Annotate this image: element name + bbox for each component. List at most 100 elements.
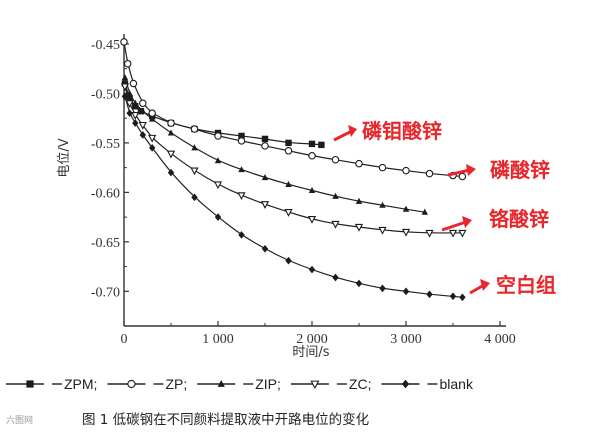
series-zc <box>120 83 467 238</box>
legend-marker-zip <box>217 380 225 387</box>
data-point-zc <box>307 215 317 224</box>
annotation-arrow-zpm <box>333 129 353 142</box>
data-point-blank <box>191 193 198 202</box>
y-tick-label: -0.65 <box>91 236 120 251</box>
annotation-label-blank: 空白组 <box>496 273 556 297</box>
data-point-zp <box>148 109 156 117</box>
legend-marker-zc <box>310 380 320 390</box>
annotation-zpm: 磷钼酸锌 <box>333 119 442 143</box>
annotation-arrow-blank <box>469 283 485 295</box>
data-point-zc <box>131 112 140 120</box>
legend-marker-blank <box>401 379 410 389</box>
legend-item-zp: ZP; <box>107 376 187 392</box>
annotation-arrowhead-zp <box>466 164 476 176</box>
data-point-zip <box>191 144 198 151</box>
data-point-zc <box>213 181 223 190</box>
annotation-arrow-zc <box>441 220 467 232</box>
series-layer <box>120 38 467 302</box>
data-point-zp <box>214 132 222 140</box>
series-line-zip <box>124 77 425 213</box>
data-point-blank <box>149 143 156 152</box>
data-point-blank <box>402 287 410 296</box>
legend-marker-zpm <box>26 380 34 388</box>
data-point-zc <box>401 228 411 237</box>
x-tick-label: 1 000 <box>202 332 234 347</box>
data-point-zp <box>284 147 293 155</box>
data-point-zc <box>120 83 130 92</box>
series-blank <box>121 92 466 302</box>
data-point-blank <box>132 119 139 127</box>
data-point-blank <box>121 92 129 101</box>
x-tick-label: 2 000 <box>296 332 328 347</box>
data-point-zc <box>448 229 458 238</box>
data-point-zpm <box>126 95 133 102</box>
y-tick-label: -0.55 <box>91 137 120 152</box>
data-point-zp <box>425 169 434 178</box>
watermark: 六图网 <box>6 414 33 426</box>
data-point-zip <box>332 192 339 199</box>
data-point-zc <box>190 167 199 176</box>
data-point-zip <box>261 174 269 181</box>
data-point-zip <box>285 180 292 188</box>
data-point-zpm <box>318 141 325 149</box>
data-point-zip <box>402 205 410 212</box>
data-point-zc <box>125 100 134 108</box>
data-point-zc <box>138 121 147 130</box>
axis-ticks: 0 1 000 2 000 3 000 4 000 -0.45 -0.50 -0.55 -0.6… <box>91 38 516 347</box>
annotation-blank: 空白组 <box>469 273 556 297</box>
data-point-zc <box>237 192 246 201</box>
data-point-zip <box>355 197 363 204</box>
annotation-label-zpm: 磷钼酸锌 <box>362 119 442 143</box>
data-point-zip <box>167 129 175 136</box>
legend-item-zpm: ZPM; <box>6 376 97 392</box>
data-point-zc <box>354 223 364 232</box>
data-point-zip <box>308 186 316 193</box>
y-tick-label: -0.60 <box>91 186 120 201</box>
series-line-zc <box>124 86 463 234</box>
legend-label-zp: ZP; <box>165 376 187 392</box>
data-point-zc <box>458 229 467 238</box>
data-point-blank <box>214 213 222 221</box>
data-point-blank <box>355 279 363 288</box>
data-point-zp <box>261 142 269 150</box>
chart-legend: ZPM; ZP; ZIP; ZC; blank <box>6 376 474 392</box>
y-tick-label: -0.50 <box>91 87 120 102</box>
data-point-blank <box>449 292 457 301</box>
data-point-zc <box>378 226 387 235</box>
data-point-zip <box>139 107 146 114</box>
data-point-blank <box>261 244 269 253</box>
data-point-zip <box>126 89 133 96</box>
data-point-zip <box>149 115 156 122</box>
data-point-zp <box>331 155 340 164</box>
legend-item-zc: ZC; <box>290 376 372 392</box>
y-tick-label: -0.45 <box>91 38 120 53</box>
annotation-arrow-zp <box>447 168 471 177</box>
x-tick-label: 3 000 <box>390 332 422 347</box>
data-point-zp <box>308 151 316 160</box>
data-point-blank <box>332 273 339 282</box>
data-point-zpm <box>238 132 245 140</box>
annotation-label-zp: 磷酸锌 <box>490 158 550 182</box>
data-point-zp <box>458 172 467 181</box>
data-point-zp <box>402 166 410 175</box>
data-point-blank <box>308 265 316 274</box>
legend-item-blank: blank <box>381 376 474 392</box>
annotation-zp: 磷酸锌 <box>447 158 550 182</box>
annotation-zc: 铬酸锌 <box>441 207 549 232</box>
data-point-zpm <box>137 108 145 115</box>
data-point-zip <box>132 99 139 106</box>
data-point-blank <box>459 293 466 302</box>
series-line-zp <box>123 41 463 178</box>
x-tick-label: 0 <box>121 332 128 347</box>
data-point-zp <box>378 163 387 172</box>
legend-label-zc: ZC; <box>349 376 372 392</box>
x-axis-title: 时间/s <box>292 345 329 360</box>
data-point-zp <box>237 137 246 145</box>
annotation-arrowhead-zpm <box>348 125 357 137</box>
data-point-zp <box>355 159 363 168</box>
annotation-arrowhead-blank <box>480 279 490 291</box>
data-point-blank <box>167 168 175 177</box>
legend-label-zip: ZIP; <box>255 376 281 392</box>
data-point-blank <box>285 256 292 265</box>
